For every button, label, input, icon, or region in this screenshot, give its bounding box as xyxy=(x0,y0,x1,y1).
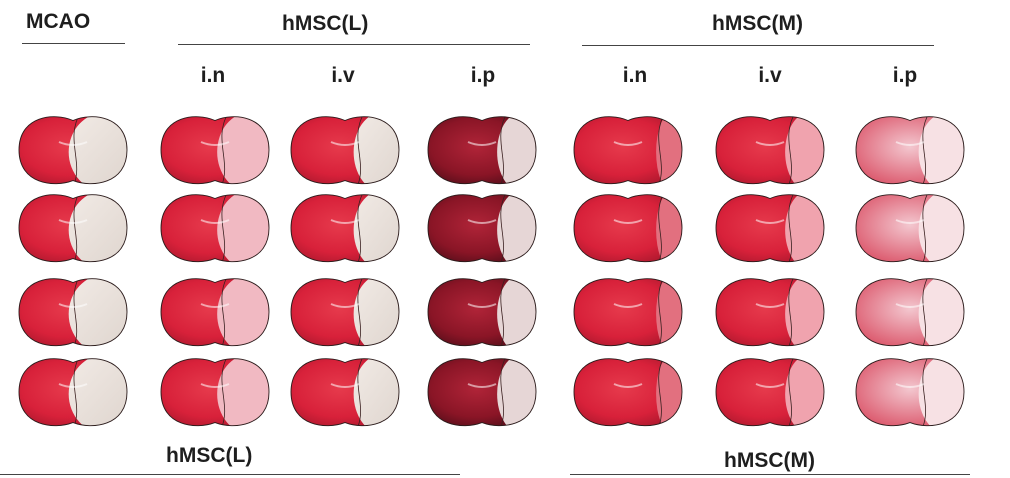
col-label-l-iv: i.v xyxy=(331,64,355,87)
brain-slice xyxy=(715,278,825,347)
brain-slice xyxy=(18,358,128,427)
brain-slice xyxy=(573,358,683,427)
header-mcao: MCAO xyxy=(26,10,91,33)
brain-slice xyxy=(427,358,537,427)
header-hmsc-l: hMSC(L) xyxy=(282,12,369,35)
header-hmsc-m: hMSC(M) xyxy=(712,12,803,35)
col-label-m-in: i.n xyxy=(622,64,648,87)
col-label-m-iv: i.v xyxy=(758,64,782,87)
brain-slice xyxy=(290,278,400,347)
brain-slice xyxy=(290,194,400,263)
footer-right-rule xyxy=(570,474,970,475)
brain-slice xyxy=(855,116,965,185)
brain-slice xyxy=(855,358,965,427)
brain-slice xyxy=(160,194,270,263)
brain-slice xyxy=(160,358,270,427)
brain-slice xyxy=(427,116,537,185)
brain-slice xyxy=(160,116,270,185)
col-label-m-ip: i.p xyxy=(892,64,918,87)
brain-slice xyxy=(715,194,825,263)
footer-left-rule xyxy=(0,474,460,475)
brain-slice xyxy=(573,116,683,185)
col-label-l-in: i.n xyxy=(200,64,226,87)
brain-slice xyxy=(427,194,537,263)
brain-slice xyxy=(18,278,128,347)
header-mcao-underline xyxy=(22,43,125,44)
brain-slice xyxy=(160,278,270,347)
header-hmsc-l-underline xyxy=(178,44,530,45)
footer-hmsc-m: hMSC(M) xyxy=(724,449,815,472)
brain-slice xyxy=(290,116,400,185)
brain-slice xyxy=(18,194,128,263)
col-label-l-ip: i.p xyxy=(470,64,496,87)
brain-slice xyxy=(855,194,965,263)
brain-slice xyxy=(715,116,825,185)
brain-slice xyxy=(18,116,128,185)
brain-slice xyxy=(715,358,825,427)
brain-slice xyxy=(427,278,537,347)
brain-slice xyxy=(290,358,400,427)
header-hmsc-m-underline xyxy=(582,45,934,46)
brain-slice xyxy=(573,194,683,263)
brain-slice xyxy=(855,278,965,347)
brain-slice xyxy=(573,278,683,347)
footer-hmsc-l: hMSC(L) xyxy=(166,444,253,467)
